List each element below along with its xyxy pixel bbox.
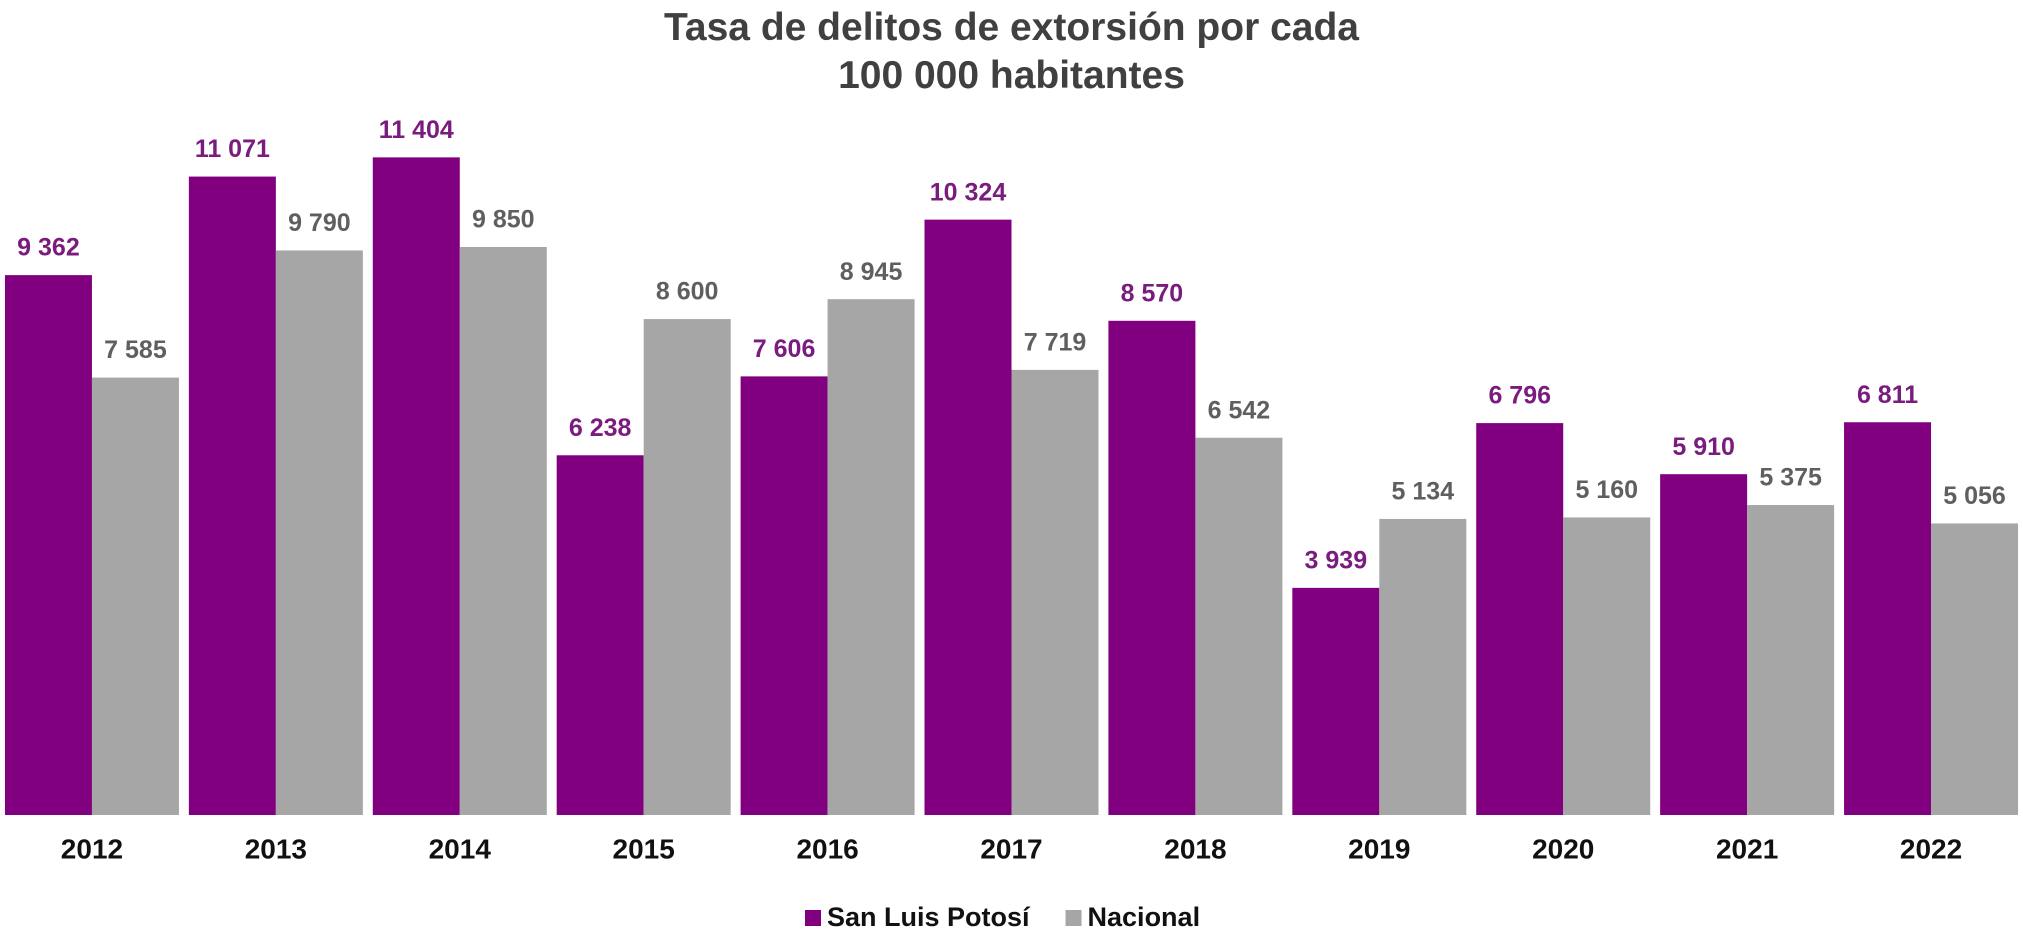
bar — [1011, 369, 1099, 815]
bar — [556, 455, 644, 815]
x-tick-label: 2015 — [613, 833, 675, 864]
value-label: 5 375 — [1759, 464, 1822, 492]
bar — [459, 246, 547, 815]
value-label: 3 939 — [1305, 546, 1368, 574]
value-label: 5 160 — [1575, 476, 1638, 504]
x-tick-label: 2021 — [1716, 833, 1778, 864]
bar — [1195, 437, 1283, 815]
bar — [1108, 320, 1196, 815]
value-label: 9 790 — [288, 209, 351, 237]
legend-swatch — [805, 910, 821, 926]
x-tick-label: 2020 — [1532, 833, 1594, 864]
x-tick-label: 2012 — [61, 833, 123, 864]
bar — [1292, 587, 1380, 815]
value-label: 5 056 — [1943, 482, 2006, 510]
bar — [4, 275, 92, 816]
x-tick-label: 2017 — [980, 833, 1042, 864]
legend-label: San Luis Potosí — [827, 902, 1031, 932]
bar — [1931, 523, 2019, 815]
bar — [924, 219, 1012, 815]
value-label: 9 850 — [472, 206, 535, 234]
bar — [275, 250, 363, 815]
chart-title-box: Tasa de delitos de extorsión por cada 10… — [0, 4, 2023, 100]
value-label: 11 071 — [195, 135, 270, 163]
bar — [1476, 423, 1564, 815]
bar — [1563, 517, 1651, 815]
value-label: 11 404 — [379, 116, 454, 144]
bar — [372, 157, 460, 816]
x-tick-label: 2016 — [796, 833, 858, 864]
bar — [740, 376, 828, 815]
bar — [91, 377, 179, 815]
value-label: 8 945 — [840, 258, 903, 286]
bar — [1844, 422, 1932, 815]
chart-title: Tasa de delitos de extorsión por cada 10… — [664, 6, 1359, 97]
x-tick-label: 2014 — [429, 833, 492, 864]
bar — [1660, 474, 1748, 815]
x-tick-label: 2022 — [1900, 833, 1962, 864]
value-label: 5 910 — [1672, 433, 1735, 461]
legend-label: Nacional — [1088, 902, 1201, 932]
value-label: 7 719 — [1024, 328, 1087, 356]
x-tick-label: 2019 — [1348, 833, 1410, 864]
value-label: 7 585 — [104, 336, 167, 364]
legend-swatch — [1065, 910, 1082, 926]
value-label: 6 811 — [1857, 381, 1918, 409]
x-tick-label: 2013 — [245, 833, 307, 864]
value-label: 6 796 — [1488, 382, 1551, 410]
value-label: 5 134 — [1392, 478, 1455, 506]
value-label: 8 570 — [1121, 279, 1184, 307]
value-label: 9 362 — [17, 234, 80, 262]
bar — [188, 176, 276, 815]
value-label: 10 324 — [930, 178, 1007, 206]
bar — [827, 299, 915, 816]
value-label: 8 600 — [656, 278, 719, 306]
bar — [1379, 518, 1467, 815]
bar — [1747, 505, 1835, 815]
value-label: 7 606 — [753, 335, 816, 363]
value-label: 6 238 — [569, 414, 632, 442]
value-label: 6 542 — [1208, 396, 1271, 424]
bar — [643, 319, 731, 815]
x-tick-label: 2018 — [1164, 833, 1226, 864]
